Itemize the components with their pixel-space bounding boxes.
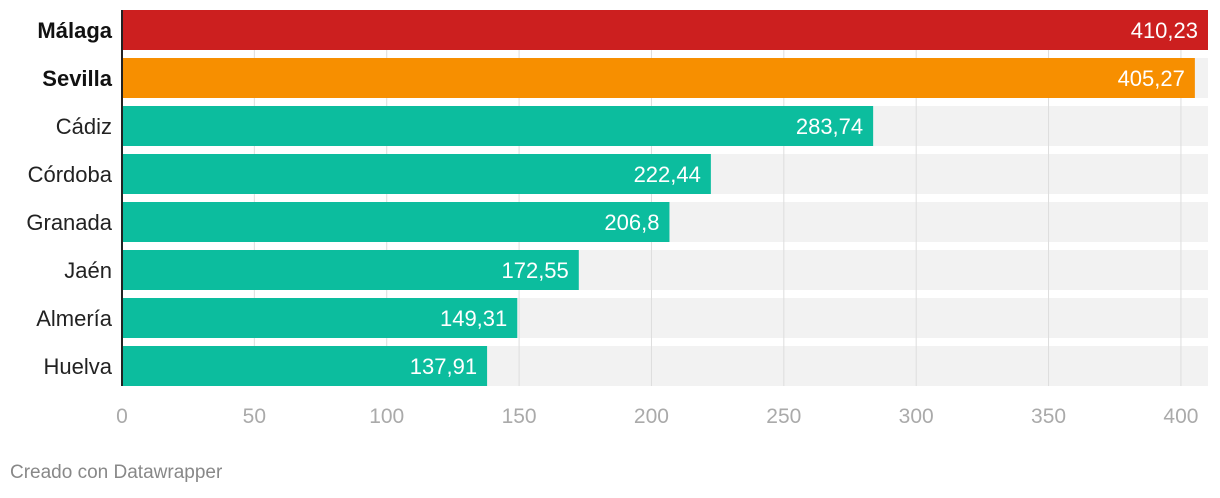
bar (122, 10, 1208, 50)
bar (122, 58, 1195, 98)
bar (122, 346, 488, 386)
bar (122, 202, 670, 242)
x-tick-label: 50 (243, 405, 266, 428)
bar (122, 298, 518, 338)
category-label: Almería (36, 306, 113, 331)
value-label: 222,44 (634, 162, 701, 187)
x-tick-label: 150 (502, 405, 537, 428)
category-label: Sevilla (42, 66, 112, 91)
x-tick-label: 250 (766, 405, 801, 428)
value-label: 405,27 (1118, 66, 1185, 91)
bar (122, 106, 874, 146)
value-label: 283,74 (796, 114, 863, 139)
category-labels: Málaga Sevilla Cádiz Córdoba Granada Jaén Alme… (26, 18, 112, 379)
x-tick-label: 350 (1031, 405, 1066, 428)
x-tick-label: 300 (899, 405, 934, 428)
bar-chart: Málaga Sevilla Cádiz Córdoba Granada Jaén Alme… (26, 10, 1208, 428)
value-label: 206,8 (604, 210, 659, 235)
credit-text: Creado con Datawrapper (10, 462, 223, 483)
bar (122, 154, 711, 194)
category-label: Jaén (64, 258, 112, 283)
category-label: Cádiz (56, 114, 112, 139)
category-label: Granada (26, 210, 112, 235)
x-tick-label: 200 (634, 405, 669, 428)
value-label: 149,31 (440, 306, 507, 331)
x-axis-ticks: 0 50 100 150 200 250 300 350 400 (116, 405, 1198, 428)
x-tick-label: 400 (1163, 405, 1198, 428)
x-tick-label: 0 (116, 405, 128, 428)
x-tick-label: 100 (369, 405, 404, 428)
value-label: 172,55 (501, 258, 568, 283)
bars (122, 10, 1208, 386)
value-label: 410,23 (1131, 18, 1198, 43)
value-labels: 410,23 405,27 283,74 222,44 206,8 172,55 149,3… (410, 18, 1198, 379)
category-label: Huelva (44, 354, 113, 379)
category-label: Córdoba (28, 162, 113, 187)
category-label: Málaga (37, 18, 112, 43)
value-label: 137,91 (410, 354, 477, 379)
bar (122, 250, 579, 290)
